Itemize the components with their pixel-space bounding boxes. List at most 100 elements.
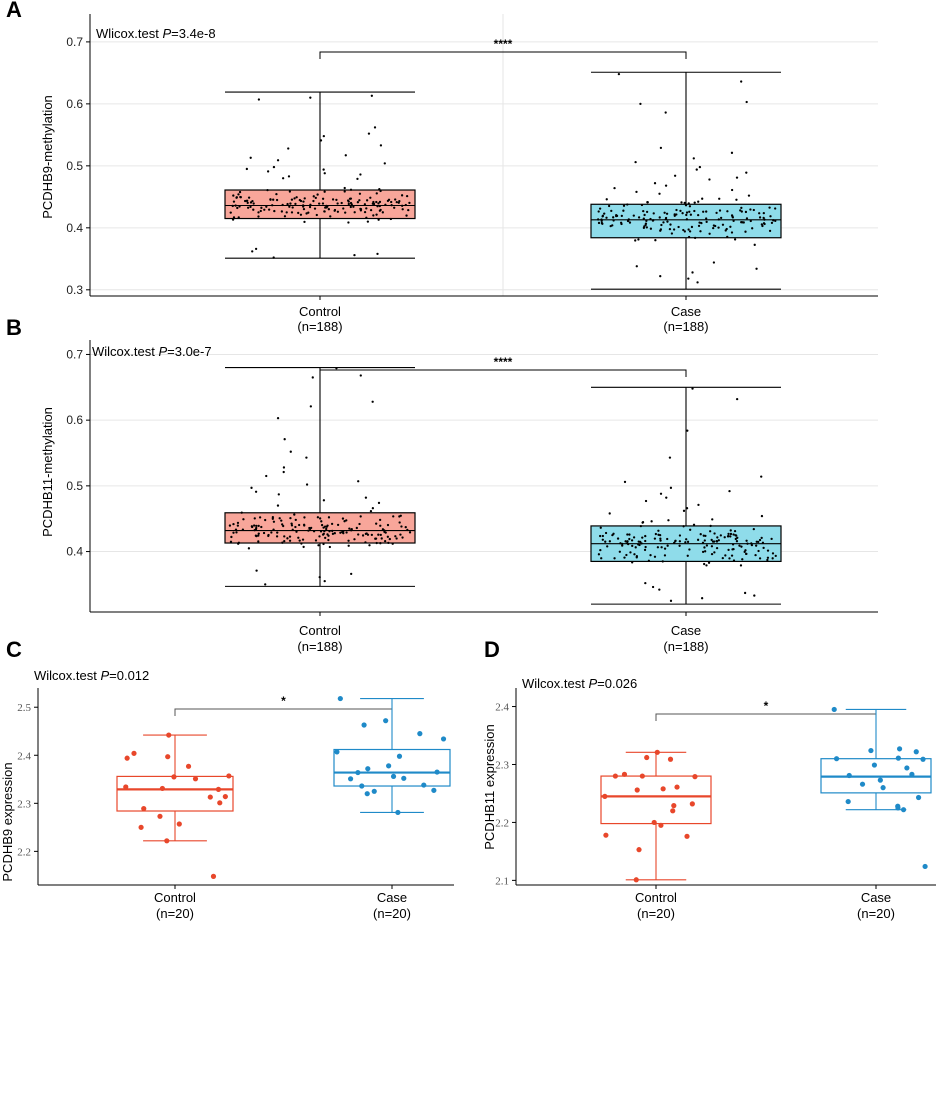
data-point [235,196,238,199]
data-point [687,202,690,205]
box [116,775,234,812]
data-point [343,520,346,523]
data-point [703,546,706,549]
data-point [729,532,733,536]
data-point [265,474,268,478]
y-axis-label: PCDHB9-methylation [40,95,55,219]
data-point [283,438,286,441]
data-point [598,534,602,538]
data-point [638,543,641,547]
data-point [719,534,722,537]
data-point [229,540,233,543]
data-point [226,773,232,779]
data-point [250,486,253,489]
data-point [355,526,358,530]
data-point [686,554,689,557]
data-point [687,277,690,280]
data-point [281,177,285,180]
data-point [286,537,289,540]
data-point [758,212,761,215]
data-point [750,543,754,547]
data-point [440,736,447,742]
data-point [651,819,657,826]
data-point [680,201,683,204]
data-point [376,252,379,256]
data-point [336,523,340,527]
data-point [280,210,284,213]
data-point [613,187,616,190]
y-axis-label: PCDHB9 expression [0,762,15,881]
data-point [599,548,602,552]
data-point [347,544,350,547]
data-point [679,209,682,212]
stat-test-name: Wilcox.test [92,344,158,359]
data-point [383,529,386,532]
data-point [359,515,362,518]
data-point [232,531,235,534]
data-point [605,198,608,201]
data-point [685,213,688,217]
data-point [238,190,242,194]
significance-bracket [174,708,393,716]
data-point [745,171,748,174]
data-point [232,216,236,219]
data-point [681,212,684,215]
data-point [322,542,325,546]
data-point [625,553,628,557]
data-point [278,517,281,520]
data-point [672,228,676,231]
data-point [431,787,437,793]
data-point [359,173,362,176]
data-point [288,535,292,538]
data-point [192,776,199,782]
data-point [272,198,275,201]
data-point [378,209,382,212]
data-point [231,204,234,208]
data-point [255,526,258,530]
data-point [249,201,253,204]
data-point [909,771,915,777]
data-point [664,111,667,114]
data-point [600,221,604,225]
data-point [669,599,673,602]
data-point [666,220,669,223]
data-point [692,157,695,160]
data-point [312,199,315,203]
data-point [727,535,730,538]
data-point [378,518,382,522]
data-point [707,561,711,564]
data-point [730,188,734,192]
data-point [690,225,694,229]
data-point [176,821,182,827]
data-point [649,217,652,221]
data-point [634,239,637,242]
data-point [308,205,312,209]
data-point [350,572,353,576]
data-point [617,72,621,76]
data-point [696,538,700,541]
data-point [633,553,636,556]
data-point [240,511,243,514]
data-point [340,201,343,205]
data-point [328,530,331,533]
data-point [331,529,334,533]
data-point [378,188,381,191]
data-point [845,798,851,805]
y-tick-label: 2.1 [495,875,509,887]
data-point [644,581,647,585]
data-point [321,197,325,200]
data-point [751,227,754,230]
data-point [301,538,305,541]
data-point [236,524,239,527]
data-point [396,753,403,759]
data-point [217,800,223,806]
data-point [229,211,232,214]
data-point [723,536,726,539]
data-point [242,518,245,521]
data-point [673,213,676,216]
data-point [364,496,368,499]
data-point [298,539,301,542]
data-point [649,554,652,557]
data-point [833,756,840,762]
data-point [394,535,397,538]
